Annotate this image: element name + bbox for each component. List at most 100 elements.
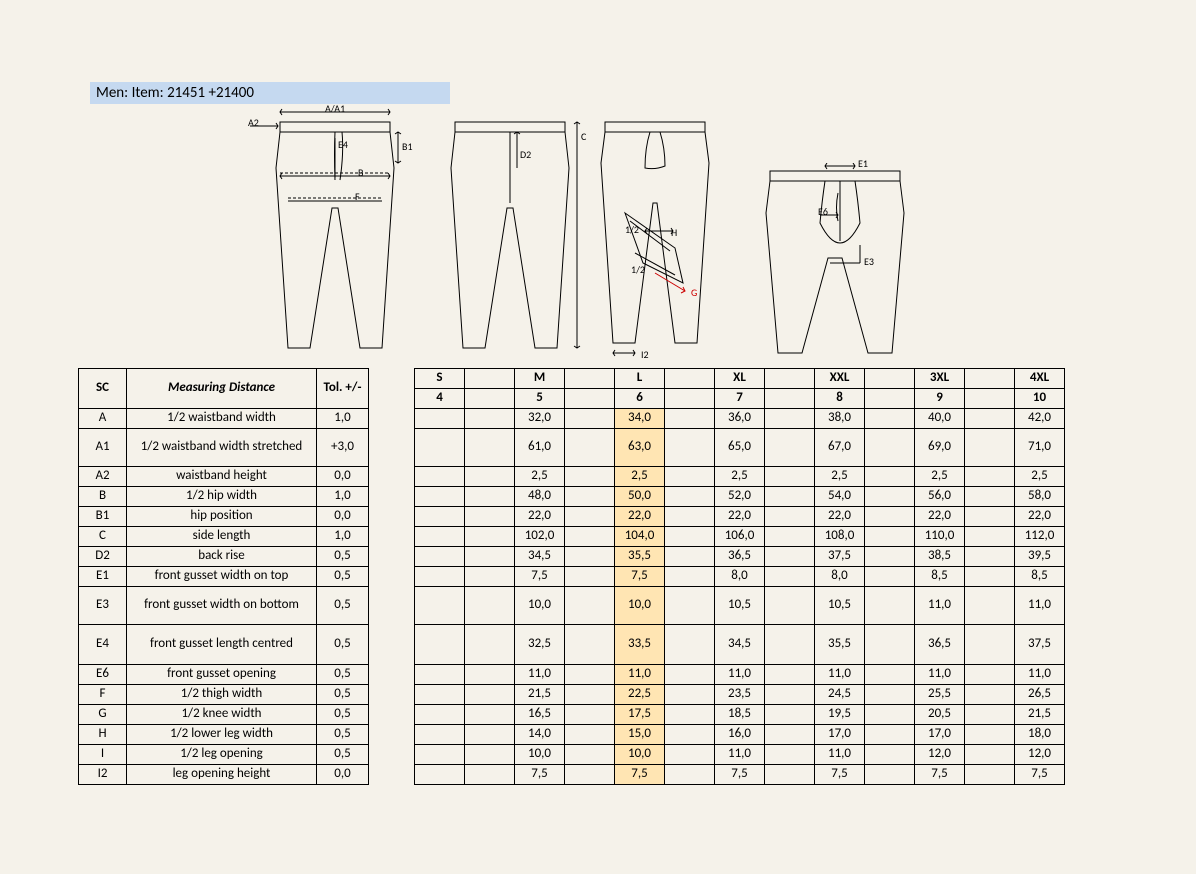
diagram-label: D2 bbox=[520, 148, 531, 161]
cell-3xl: 25,5 bbox=[915, 685, 965, 705]
cell-m: 61,0 bbox=[515, 429, 565, 467]
cell-m: 16,5 bbox=[515, 705, 565, 725]
cell-md: 1/2 waistband width bbox=[127, 409, 317, 429]
measurements-table: SC Measuring Distance Tol. +/- A1/2 wais… bbox=[78, 368, 369, 785]
cell-tol: 0,5 bbox=[317, 685, 369, 705]
cell-md: front gusset opening bbox=[127, 665, 317, 685]
cell-4xl: 22,0 bbox=[1015, 507, 1065, 527]
table-row: 14,015,016,017,017,018,0 bbox=[415, 725, 1065, 745]
cell-tol: 1,0 bbox=[317, 487, 369, 507]
cell-sc: C bbox=[79, 527, 127, 547]
diagram-label: E1 bbox=[858, 157, 868, 170]
hdr-md: Measuring Distance bbox=[127, 369, 317, 409]
cell-sc: E3 bbox=[79, 587, 127, 625]
diagram-label: 1/2 bbox=[625, 223, 639, 236]
cell-tol: 0,5 bbox=[317, 625, 369, 665]
cell-xl: 52,0 bbox=[715, 487, 765, 507]
cell-l: 7,5 bbox=[615, 567, 665, 587]
diagram-label: E3 bbox=[864, 255, 874, 268]
hdr-l: L bbox=[615, 369, 665, 389]
cell-xxl: 11,0 bbox=[815, 745, 865, 765]
cell-md: 1/2 leg opening bbox=[127, 745, 317, 765]
table-row: E3front gusset width on bottom0,5 bbox=[79, 587, 369, 625]
cell-m: 7,5 bbox=[515, 765, 565, 785]
cell-xl: 2,5 bbox=[715, 467, 765, 487]
table-row: F1/2 thigh width0,5 bbox=[79, 685, 369, 705]
cell-s bbox=[415, 487, 465, 507]
table-row: 34,535,536,537,538,539,5 bbox=[415, 547, 1065, 567]
cell-md: 1/2 thigh width bbox=[127, 685, 317, 705]
table-row: A11/2 waistband width stretched+3,0 bbox=[79, 429, 369, 467]
cell-xxl: 38,0 bbox=[815, 409, 865, 429]
cell-xl: 65,0 bbox=[715, 429, 765, 467]
cell-xl: 106,0 bbox=[715, 527, 765, 547]
cell-xl: 11,0 bbox=[715, 745, 765, 765]
cell-4xl: 58,0 bbox=[1015, 487, 1065, 507]
table-row: 11,011,011,011,011,011,0 bbox=[415, 665, 1065, 685]
hdr-xxl: XXL bbox=[815, 369, 865, 389]
cell-sc: A2 bbox=[79, 467, 127, 487]
cell-tol: 0,5 bbox=[317, 705, 369, 725]
cell-md: 1/2 knee width bbox=[127, 705, 317, 725]
hdr-tol: Tol. +/- bbox=[317, 369, 369, 409]
cell-4xl: 21,5 bbox=[1015, 705, 1065, 725]
table-row: 22,022,022,022,022,022,0 bbox=[415, 507, 1065, 527]
cell-sc: D2 bbox=[79, 547, 127, 567]
page-title: Men: Item: 21451 +21400 bbox=[90, 82, 450, 104]
cell-xl: 10,5 bbox=[715, 587, 765, 625]
cell-s bbox=[415, 705, 465, 725]
cell-xxl: 22,0 bbox=[815, 507, 865, 527]
cell-tol: 0,0 bbox=[317, 507, 369, 527]
cell-xl: 11,0 bbox=[715, 665, 765, 685]
cell-3xl: 2,5 bbox=[915, 467, 965, 487]
cell-m: 32,5 bbox=[515, 625, 565, 665]
table-row: I1/2 leg opening0,5 bbox=[79, 745, 369, 765]
cell-sc: A1 bbox=[79, 429, 127, 467]
cell-sc: I2 bbox=[79, 765, 127, 785]
cell-tol: 0,0 bbox=[317, 765, 369, 785]
cell-xxl: 17,0 bbox=[815, 725, 865, 745]
diagram-label: I2 bbox=[641, 348, 649, 361]
table-row: I2leg opening height0,0 bbox=[79, 765, 369, 785]
table-row: D2back rise0,5 bbox=[79, 547, 369, 567]
table-row: 32,533,534,535,536,537,5 bbox=[415, 625, 1065, 665]
cell-4xl: 8,5 bbox=[1015, 567, 1065, 587]
cell-m: 14,0 bbox=[515, 725, 565, 745]
cell-tol: 0,5 bbox=[317, 745, 369, 765]
cell-s bbox=[415, 685, 465, 705]
cell-l: 33,5 bbox=[615, 625, 665, 665]
cell-m: 10,0 bbox=[515, 587, 565, 625]
cell-m: 10,0 bbox=[515, 745, 565, 765]
diagram-leg-icon bbox=[595, 108, 735, 368]
cell-4xl: 42,0 bbox=[1015, 409, 1065, 429]
cell-tol: +3,0 bbox=[317, 429, 369, 467]
cell-tol: 0,0 bbox=[317, 467, 369, 487]
cell-xl: 7,5 bbox=[715, 765, 765, 785]
cell-xl: 8,0 bbox=[715, 567, 765, 587]
cell-3xl: 22,0 bbox=[915, 507, 965, 527]
hdr-s: S bbox=[415, 369, 465, 389]
cell-s bbox=[415, 765, 465, 785]
cell-3xl: 20,5 bbox=[915, 705, 965, 725]
table-row: 7,57,58,08,08,58,5 bbox=[415, 567, 1065, 587]
table-row: 7,57,57,57,57,57,5 bbox=[415, 765, 1065, 785]
size-header-row-1: S M L XL XXL 3XL 4XL bbox=[415, 369, 1065, 389]
cell-3xl: 11,0 bbox=[915, 587, 965, 625]
cell-xl: 18,5 bbox=[715, 705, 765, 725]
cell-sc: B bbox=[79, 487, 127, 507]
cell-s bbox=[415, 745, 465, 765]
hdr-m: M bbox=[515, 369, 565, 389]
cell-xl: 36,0 bbox=[715, 409, 765, 429]
table-row: B1/2 hip width1,0 bbox=[79, 487, 369, 507]
cell-xl: 34,5 bbox=[715, 625, 765, 665]
cell-3xl: 36,5 bbox=[915, 625, 965, 665]
diagram-label: B1 bbox=[402, 140, 413, 153]
table-row: 16,517,518,519,520,521,5 bbox=[415, 705, 1065, 725]
cell-s bbox=[415, 467, 465, 487]
diagram-back-icon bbox=[435, 108, 585, 358]
cell-tol: 1,0 bbox=[317, 409, 369, 429]
diagram-label: H bbox=[671, 226, 677, 239]
cell-3xl: 17,0 bbox=[915, 725, 965, 745]
table-row: E6front gusset opening0,5 bbox=[79, 665, 369, 685]
cell-xxl: 11,0 bbox=[815, 665, 865, 685]
